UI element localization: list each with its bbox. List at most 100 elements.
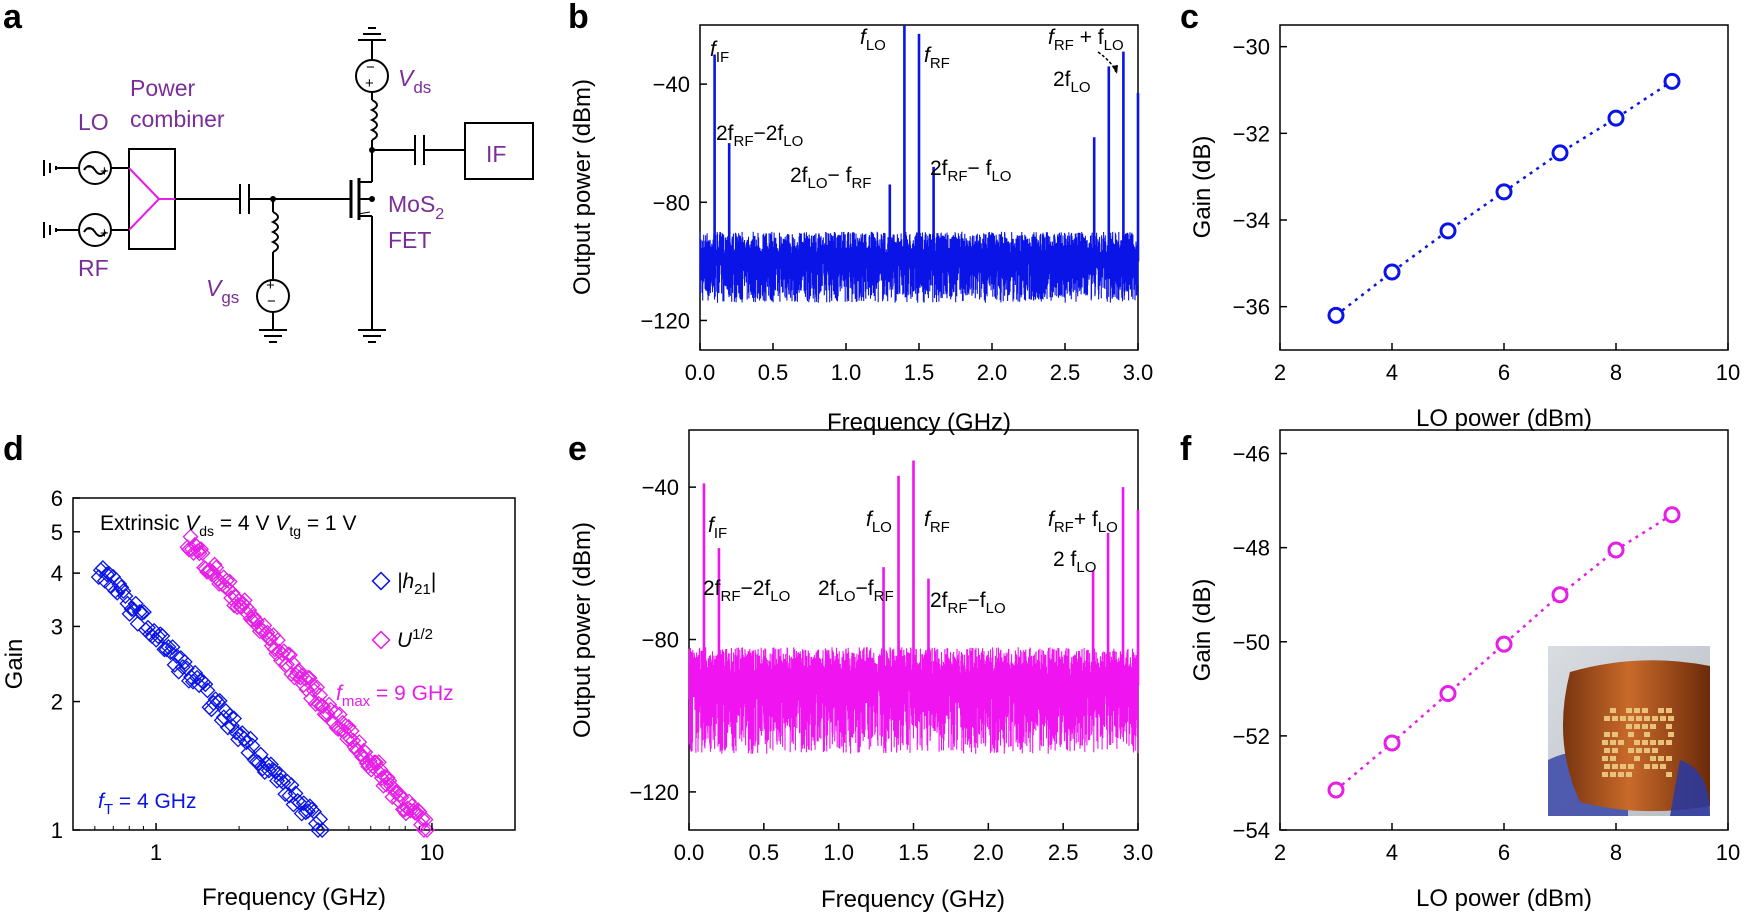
y-tick-label-3-0: −40 [642, 475, 679, 500]
noise-floor-0 [699, 231, 1139, 303]
spectrum-series-e [688, 460, 1140, 754]
gain-marker-1-127 [370, 754, 387, 771]
gain-chart-f: 2 4 6 8 10 −46 −48 −50 −52 −54 LO power (dBm) Gai… [1189, 429, 1740, 912]
gain-marker-0-60 [213, 712, 230, 729]
device-pad [1668, 716, 1674, 721]
gain-point-1-0 [1327, 306, 1345, 324]
panel-label-c: c [1180, 0, 1199, 36]
gain-marker-0-18 [127, 595, 144, 612]
gain-chart-c: 2 4 6 8 10 −30 −32 −34 −36 LO power (dBm) Gain (… [1189, 24, 1740, 432]
x-axis-label-d: Frequency (GHz) [202, 884, 386, 911]
chart-title-d: Extrinsic Vds = 4 V Vtg = 1 V [100, 512, 356, 539]
gain-marker-0-31 [154, 627, 171, 644]
gain-marker-1-133 [379, 769, 396, 786]
rf-ground-symbol [43, 222, 57, 238]
device-pad [1628, 748, 1634, 753]
x-tick-label-1-3: 8 [1610, 360, 1622, 385]
annotation-2flo-frf-b: 2fLO− fRF [790, 164, 871, 192]
gain-point-4-4 [1551, 586, 1569, 604]
device-pad [1652, 764, 1658, 769]
x-tick-label-4-3: 8 [1610, 840, 1622, 865]
gain-marker-1-8 [191, 545, 208, 562]
y-tick-label-0-1: −80 [653, 190, 690, 215]
gain-point-4-5 [1607, 541, 1625, 559]
gain-marker-1-9 [193, 541, 210, 558]
panel-label-f: f [1180, 430, 1192, 468]
gain-marker-0-22 [135, 604, 152, 621]
svg-text:+: + [100, 225, 109, 242]
y-tick-label-0-2: −120 [640, 308, 690, 333]
x-axis-label-e: Frequency (GHz) [821, 886, 1005, 913]
annotation-fif-b: fIF [710, 38, 729, 66]
x-tick-label-3-1: 0.5 [749, 840, 780, 865]
gain-marker-0-63 [219, 719, 236, 736]
annotation-2frf-flo-b: 2fRF− fLO [930, 157, 1011, 185]
x-tick-label-3-0: 0.0 [674, 840, 705, 865]
svg-text:+: + [365, 75, 374, 92]
gain-marker-1-88 [312, 687, 329, 704]
gain-marker-1-156 [414, 810, 431, 827]
y-tick-label-2-0: 1 [51, 818, 63, 843]
device-pad [1612, 716, 1618, 721]
x-tick-label-4-0: 2 [1274, 840, 1286, 865]
y-axis-label-e: Output power (dBm) [569, 522, 596, 738]
lo-ground-symbol [43, 160, 57, 176]
gain-loglog-chart-d: 1 10 1 2 3 4 5 6 Frequency (GHz) Gain Extrinsic… [1, 486, 516, 911]
gain-point-4-2 [1439, 685, 1457, 703]
gain-marker-0-91 [277, 786, 294, 803]
device-pad [1666, 708, 1672, 713]
gain-marker-0-109 [314, 821, 331, 838]
x-tick-label-2-1: 10 [420, 840, 444, 865]
device-pad [1618, 772, 1624, 777]
gain-marker-0-80 [254, 760, 271, 777]
gain-marker-1-28 [221, 573, 238, 590]
gain-marker-1-100 [330, 721, 347, 737]
flexible-device-photo [1548, 646, 1710, 816]
if-box [464, 122, 534, 180]
annotation-2frf-2flo-e: 2fRF−2fLO [703, 577, 790, 605]
gain-marker-0-53 [199, 682, 216, 699]
gain-marker-1-81 [301, 670, 318, 687]
annotation-2flo-frf-e: 2fLO−fRF [818, 577, 894, 605]
y-tick-label-4-4: −54 [1233, 818, 1270, 843]
vgs-label: Vgs [206, 275, 239, 307]
annotation-frf-plus-flo-b: fRF + fLO [1048, 26, 1124, 54]
device-pad [1604, 764, 1610, 769]
gain-marker-1-68 [281, 647, 298, 664]
gain-marker-1-159 [419, 821, 436, 838]
svg-text:−: − [86, 221, 95, 238]
gain-marker-0-56 [205, 695, 222, 712]
x-tick-label-1-2: 6 [1498, 360, 1510, 385]
device-pad [1668, 732, 1674, 737]
gain-marker-0-73 [240, 744, 257, 761]
device-pad [1658, 708, 1664, 713]
gain-marker-0-10 [111, 576, 128, 593]
gain-marker-0-24 [139, 619, 156, 636]
gain-marker-1-82 [303, 690, 320, 707]
x-tick-label-3-4: 2.0 [973, 840, 1004, 865]
device-pad [1644, 764, 1650, 769]
fet-label: FET [388, 227, 431, 253]
panel-label-d: d [3, 430, 24, 468]
gain-marker-0-21 [133, 605, 150, 622]
device-pad [1620, 764, 1626, 769]
device-pad [1618, 740, 1624, 745]
device-pad [1610, 772, 1616, 777]
gain-marker-1-124 [366, 754, 383, 771]
gain-marker-1-109 [343, 723, 360, 739]
device-pad [1626, 724, 1632, 729]
gain-marker-1-142 [393, 789, 410, 806]
gain-marker-0-3 [96, 572, 113, 589]
gain-marker-0-42 [176, 653, 193, 670]
y-tick-label-1-2: −34 [1233, 208, 1270, 233]
device-pad [1650, 740, 1656, 745]
lo-label: LO [78, 109, 109, 135]
y-tick-label-0-0: −40 [653, 72, 690, 97]
device-pad [1666, 772, 1672, 777]
panel-label-a: a [3, 0, 23, 36]
device-pad [1652, 716, 1658, 721]
y-tick-label-2-4: 5 [51, 520, 63, 545]
device-pad [1666, 724, 1672, 729]
gain-marker-0-59 [211, 692, 228, 709]
gain-marker-0-94 [283, 777, 300, 794]
